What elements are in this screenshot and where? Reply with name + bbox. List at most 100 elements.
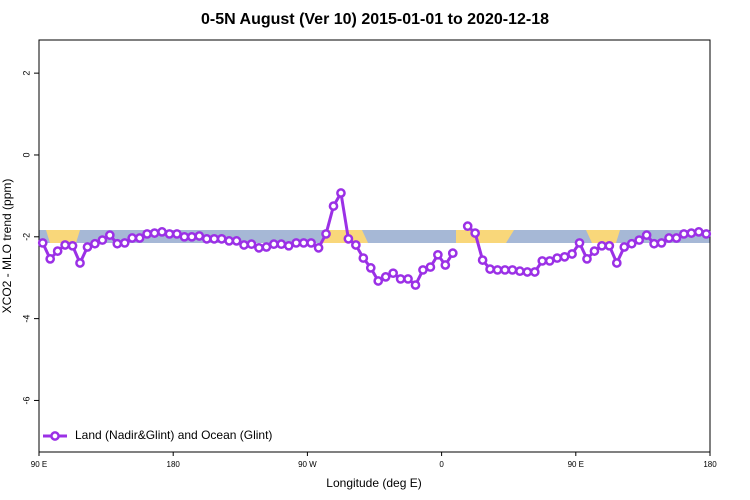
data-point xyxy=(328,201,339,211)
x-tick-label: 90 E xyxy=(568,460,584,469)
data-point xyxy=(112,238,123,249)
data-point xyxy=(97,235,108,245)
data-point xyxy=(82,242,93,252)
data-point xyxy=(641,230,652,241)
data-point xyxy=(440,260,451,270)
data-point xyxy=(246,239,257,250)
data-point xyxy=(373,276,384,286)
data-point xyxy=(60,240,70,250)
data-point xyxy=(574,238,585,248)
data-point xyxy=(269,239,279,250)
x-tick-label: 180 xyxy=(167,460,181,469)
data-point xyxy=(164,229,175,239)
data-point xyxy=(186,231,197,242)
data-point xyxy=(291,238,302,248)
data-point xyxy=(179,231,190,242)
data-point xyxy=(239,240,249,250)
data-point xyxy=(626,238,637,249)
data-point xyxy=(537,256,548,266)
data-point xyxy=(395,274,406,284)
data-point xyxy=(306,238,316,248)
data-point xyxy=(313,242,324,253)
data-point xyxy=(656,238,667,248)
data-point xyxy=(433,249,443,260)
data-point xyxy=(67,240,78,251)
data-point xyxy=(134,233,145,243)
data-point xyxy=(37,238,48,248)
x-tick-label: 90 W xyxy=(298,460,317,469)
y-tick-label: 2 xyxy=(21,71,31,76)
data-point xyxy=(119,238,130,248)
x-tick-label: 180 xyxy=(703,460,717,469)
y-tick-label: -4 xyxy=(21,315,31,323)
data-point xyxy=(522,267,533,277)
data-point xyxy=(157,227,167,237)
data-point xyxy=(462,221,473,232)
data-point xyxy=(216,233,227,244)
data-point xyxy=(679,229,689,239)
y-tick-label: -6 xyxy=(21,396,31,404)
data-point xyxy=(477,255,488,265)
data-point xyxy=(336,188,346,198)
data-point xyxy=(261,242,272,252)
data-point xyxy=(403,274,413,284)
data-point xyxy=(649,238,659,249)
data-point xyxy=(693,227,704,237)
data-point xyxy=(75,258,85,268)
data-point xyxy=(492,265,503,275)
data-point xyxy=(231,236,242,246)
land-patch xyxy=(456,230,514,243)
data-point xyxy=(701,229,712,239)
data-point xyxy=(45,254,56,264)
data-point xyxy=(52,246,63,256)
data-point xyxy=(634,235,645,245)
data-point xyxy=(425,262,436,272)
legend-marker xyxy=(50,431,60,441)
data-point xyxy=(582,254,592,264)
data-point xyxy=(515,266,525,277)
data-point xyxy=(529,267,540,277)
x-tick-label: 90 E xyxy=(31,460,47,469)
data-point xyxy=(470,228,480,238)
data-point xyxy=(142,229,152,239)
data-point xyxy=(500,265,510,275)
data-point xyxy=(380,272,391,282)
data-point xyxy=(552,253,563,263)
data-point xyxy=(388,268,398,279)
data-point xyxy=(343,233,354,244)
data-point xyxy=(559,251,570,262)
x-axis-label: Longitude (deg E) xyxy=(326,476,421,490)
x-tick-label: 0 xyxy=(439,460,444,469)
land-patch xyxy=(586,230,620,243)
data-point xyxy=(351,240,361,250)
data-point xyxy=(589,246,600,256)
y-axis-label: XCO2 - MLO trend (ppm) xyxy=(0,179,14,314)
data-point xyxy=(611,258,622,268)
data-point xyxy=(597,240,607,251)
data-point xyxy=(365,263,376,273)
legend-label: Land (Nadir&Glint) and Ocean (Glint) xyxy=(75,428,272,442)
data-point xyxy=(604,240,615,251)
data-point xyxy=(619,242,630,252)
data-point xyxy=(507,265,518,275)
chart-title: 0-5N August (Ver 10) 2015-01-01 to 2020-… xyxy=(201,11,549,28)
data-point xyxy=(567,249,577,259)
data-point xyxy=(127,233,138,243)
data-point xyxy=(664,233,674,243)
data-point xyxy=(418,265,428,275)
data-point xyxy=(201,233,212,244)
data-point xyxy=(447,248,458,259)
data-point xyxy=(671,233,682,243)
data-point xyxy=(104,230,115,241)
data-point xyxy=(172,229,182,239)
data-point xyxy=(298,238,309,248)
data-point xyxy=(686,228,697,238)
data-point xyxy=(358,253,369,263)
data-point xyxy=(321,229,331,239)
data-point xyxy=(276,239,287,250)
data-point xyxy=(149,228,160,238)
data-point xyxy=(283,240,294,251)
data-point xyxy=(410,280,421,290)
data-point xyxy=(254,242,264,253)
